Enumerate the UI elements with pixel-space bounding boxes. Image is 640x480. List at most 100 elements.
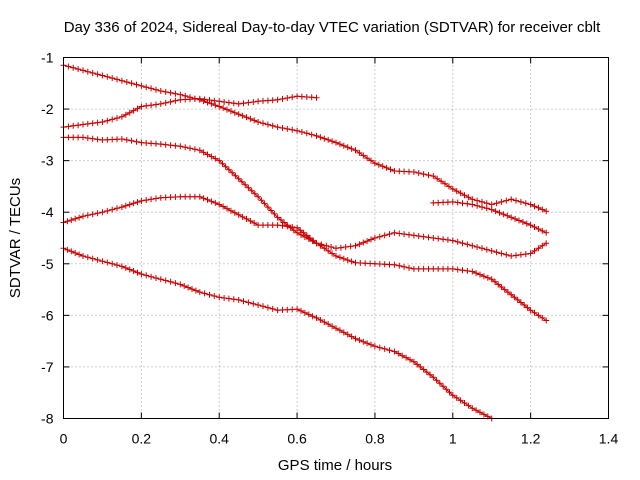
- y-tick-label: -4: [41, 204, 54, 220]
- y-tick-label: -1: [41, 50, 54, 66]
- y-tick-labels: -8 -7 -6 -5 -4 -3 -2 -1: [41, 50, 54, 427]
- data-point-marker: [333, 325, 339, 332]
- x-tick-label: 1.4: [599, 431, 619, 447]
- data-point-marker: [294, 127, 301, 134]
- x-tick-label: 0.4: [209, 431, 229, 447]
- x-tick-label: 0.6: [287, 431, 307, 447]
- data-point-marker: [508, 196, 515, 203]
- data-point-marker: [527, 201, 534, 208]
- sample-markers: [64, 246, 491, 420]
- data-point-marker: [543, 317, 550, 324]
- data-point-marker: [469, 201, 476, 208]
- data-point-marker: [391, 348, 398, 355]
- sample-markers: [65, 93, 315, 130]
- data-point-marker: [488, 247, 495, 254]
- axis-ticks: [63, 57, 609, 419]
- data-point-marker: [235, 100, 242, 107]
- data-point-marker: [118, 204, 125, 211]
- data-point-marker: [157, 88, 164, 94]
- data-point-marker: [488, 201, 495, 208]
- data-point-marker: [371, 235, 378, 241]
- data-point-marker: [333, 253, 339, 259]
- series-satellite-d: [60, 193, 550, 324]
- data-point-marker: [469, 268, 476, 275]
- data-point-marker: [469, 196, 476, 203]
- data-point-marker: [255, 193, 262, 200]
- y-tick-label: -3: [41, 153, 54, 169]
- data-point-marker: [216, 157, 223, 164]
- data-point-marker: [177, 91, 184, 98]
- y-tick-label: -5: [41, 256, 54, 272]
- data-point-marker: [99, 258, 106, 265]
- data-point-marker: [488, 206, 495, 213]
- data-point-marker: [410, 232, 417, 239]
- data-point-marker: [255, 302, 262, 308]
- data-point-marker: [352, 335, 359, 342]
- data-point-marker: [333, 245, 339, 252]
- data-point-marker: [313, 314, 320, 321]
- data-point-marker: [430, 374, 437, 381]
- data-point-marker: [99, 119, 106, 125]
- x-tick-label: 1.2: [521, 431, 541, 447]
- sample-markers: [65, 134, 546, 259]
- data-point-marker: [80, 213, 86, 220]
- data-point-marker: [196, 289, 203, 296]
- data-point-marker: [216, 98, 223, 105]
- data-point-marker: [235, 175, 242, 182]
- data-point-marker: [118, 113, 125, 120]
- series-satellite-a: [60, 62, 550, 215]
- data-point-marker: [118, 263, 125, 270]
- data-point-marker: [508, 291, 515, 298]
- x-tick-label: 1: [449, 431, 457, 447]
- data-point-marker: [196, 147, 203, 154]
- data-point-marker: [138, 197, 145, 204]
- data-point-marker: [313, 240, 320, 247]
- data-point-marker: [80, 253, 86, 259]
- series-line: [63, 196, 547, 321]
- data-point-marker: [352, 242, 359, 249]
- data-point-marker: [543, 208, 550, 215]
- data-point-marker: [216, 201, 223, 208]
- series-satellite-b: [60, 93, 320, 131]
- series-layer: [60, 62, 550, 422]
- x-axis-title: GPS time / hours: [278, 457, 392, 474]
- data-point-marker: [216, 294, 223, 301]
- data-point-marker: [543, 229, 550, 236]
- x-tick-label: 0.2: [132, 431, 152, 447]
- series-satellite-f: [430, 198, 550, 236]
- series-line: [63, 247, 492, 419]
- data-point-marker: [294, 229, 301, 236]
- data-point-marker: [333, 139, 339, 146]
- data-point-marker: [157, 100, 164, 107]
- series-satellite-e: [60, 245, 495, 422]
- data-point-marker: [371, 343, 378, 350]
- data-point-marker: [430, 173, 437, 180]
- data-point-marker: [235, 111, 242, 118]
- data-point-marker: [235, 296, 242, 303]
- data-point-marker: [216, 103, 223, 110]
- sample-markers: [64, 193, 546, 321]
- data-point-marker: [138, 103, 145, 110]
- data-point-marker: [352, 147, 359, 154]
- y-tick-label: -2: [41, 101, 54, 117]
- data-point-marker: [543, 240, 550, 247]
- data-point-marker: [391, 229, 398, 236]
- data-point-marker: [527, 250, 534, 257]
- data-point-marker: [99, 72, 106, 79]
- data-point-marker: [138, 271, 145, 278]
- data-point-marker: [449, 392, 456, 399]
- data-point-marker: [488, 276, 495, 283]
- data-point-marker: [449, 237, 456, 244]
- data-point-marker: [255, 119, 262, 125]
- data-point-marker: [157, 276, 164, 283]
- y-tick-label: -7: [41, 359, 54, 375]
- data-point-marker: [99, 209, 106, 216]
- y-tick-label: -6: [41, 307, 54, 323]
- data-point-marker: [469, 242, 476, 249]
- sample-markers: [65, 63, 546, 213]
- data-point-marker: [527, 307, 534, 314]
- data-point-marker: [313, 132, 320, 139]
- data-point-marker: [274, 124, 281, 131]
